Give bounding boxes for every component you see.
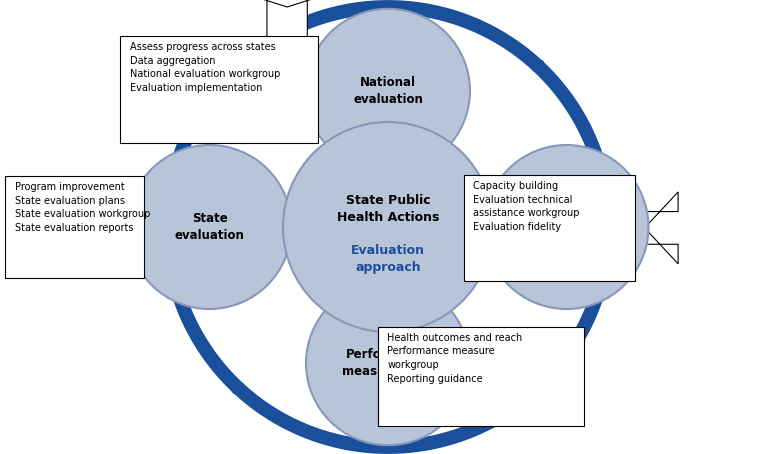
Bar: [5, 176, 144, 278]
Polygon shape: [365, 327, 453, 375]
Text: National
evaluation: National evaluation: [353, 76, 423, 106]
Text: Assess progress across states
Data aggregation
National evaluation workgroup
Eva: Assess progress across states Data aggre…: [130, 42, 280, 93]
Text: Capacity building
Evaluation technical
assistance workgroup
Evaluation fidelity: Capacity building Evaluation technical a…: [473, 181, 580, 232]
Ellipse shape: [306, 281, 470, 445]
Text: State
evaluation: State evaluation: [175, 212, 244, 242]
Text: State Public
Health Actions: State Public Health Actions: [337, 194, 439, 224]
Ellipse shape: [484, 145, 649, 309]
Ellipse shape: [127, 145, 292, 309]
Ellipse shape: [306, 9, 470, 173]
Bar: [464, 175, 635, 281]
Text: Evaluation
technical
assistance: Evaluation technical assistance: [532, 203, 601, 251]
Text: Evaluation
approach: Evaluation approach: [351, 244, 425, 274]
Text: Health outcomes and reach
Performance measure
workgroup
Reporting guidance: Health outcomes and reach Performance me…: [387, 333, 522, 384]
Text: Performance
measurement: Performance measurement: [342, 348, 434, 378]
Polygon shape: [243, 0, 331, 143]
Bar: [378, 327, 584, 426]
Polygon shape: [464, 192, 678, 264]
Text: Program improvement
State evaluation plans
State evaluation workgroup
State eval: Program improvement State evaluation pla…: [15, 182, 150, 233]
Polygon shape: [98, 191, 144, 263]
Bar: [120, 36, 318, 143]
Ellipse shape: [283, 122, 493, 332]
